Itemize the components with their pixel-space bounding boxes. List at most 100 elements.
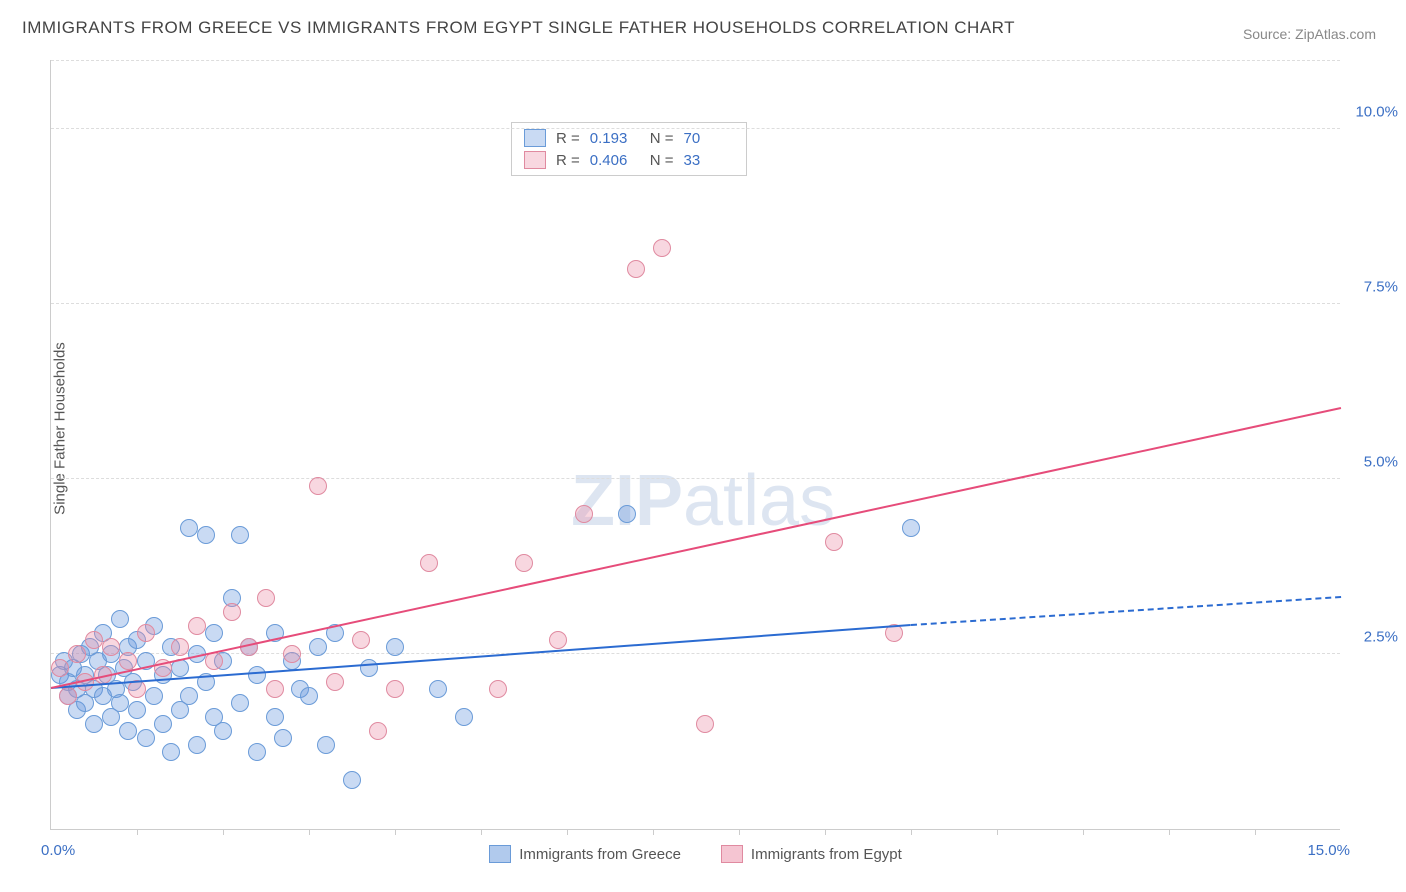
data-point	[231, 694, 249, 712]
series-legend: Immigrants from Greece Immigrants from E…	[51, 845, 1340, 863]
data-point	[343, 771, 361, 789]
watermark: ZIPatlas	[571, 460, 835, 542]
n-label: N =	[650, 152, 674, 169]
data-point	[549, 631, 567, 649]
x-minor-tick	[137, 829, 138, 835]
data-point	[119, 652, 137, 670]
source-label: Source: ZipAtlas.com	[1243, 26, 1376, 42]
data-point	[119, 722, 137, 740]
data-point	[68, 645, 86, 663]
data-point	[317, 736, 335, 754]
n-label: N =	[650, 130, 674, 147]
r-value: 0.193	[590, 130, 640, 147]
x-minor-tick	[825, 829, 826, 835]
data-point	[162, 743, 180, 761]
legend-item: Immigrants from Greece	[489, 845, 681, 863]
data-point	[197, 526, 215, 544]
data-point	[575, 505, 593, 523]
watermark-rest: atlas	[683, 461, 835, 541]
legend-row: R = 0.193 N = 70	[524, 127, 734, 149]
data-point	[420, 554, 438, 572]
data-point	[188, 736, 206, 754]
x-minor-tick	[911, 829, 912, 835]
gridline	[51, 478, 1340, 479]
legend-item: Immigrants from Egypt	[721, 845, 902, 863]
data-point	[455, 708, 473, 726]
data-point	[283, 645, 301, 663]
x-minor-tick	[567, 829, 568, 835]
legend-label: Immigrants from Greece	[519, 846, 681, 863]
data-point	[85, 631, 103, 649]
r-label: R =	[556, 152, 580, 169]
x-minor-tick	[1083, 829, 1084, 835]
trend-line	[51, 407, 1341, 689]
r-label: R =	[556, 130, 580, 147]
data-point	[902, 519, 920, 537]
data-point	[369, 722, 387, 740]
x-minor-tick	[223, 829, 224, 835]
data-point	[59, 687, 77, 705]
data-point	[51, 659, 69, 677]
x-minor-tick	[481, 829, 482, 835]
data-point	[145, 687, 163, 705]
swatch-icon	[489, 845, 511, 863]
data-point	[231, 526, 249, 544]
x-minor-tick	[997, 829, 998, 835]
data-point	[266, 680, 284, 698]
data-point	[618, 505, 636, 523]
x-minor-tick	[1169, 829, 1170, 835]
data-point	[102, 638, 120, 656]
data-point	[180, 519, 198, 537]
data-point	[266, 708, 284, 726]
data-point	[111, 610, 129, 628]
chart-title: IMMIGRANTS FROM GREECE VS IMMIGRANTS FRO…	[22, 18, 1015, 38]
data-point	[386, 638, 404, 656]
x-minor-tick	[1255, 829, 1256, 835]
gridline	[51, 60, 1340, 61]
watermark-bold: ZIP	[571, 461, 683, 541]
data-point	[360, 659, 378, 677]
data-point	[128, 701, 146, 719]
data-point	[825, 533, 843, 551]
chart-plot-area: ZIPatlas 0.0% 15.0% R = 0.193 N = 70 R =…	[50, 60, 1340, 830]
trend-line	[911, 596, 1341, 626]
data-point	[137, 624, 155, 642]
y-tick-label: 10.0%	[1355, 104, 1398, 121]
data-point	[223, 603, 241, 621]
data-point	[137, 729, 155, 747]
data-point	[696, 715, 714, 733]
data-point	[248, 743, 266, 761]
y-tick-label: 5.0%	[1364, 454, 1398, 471]
data-point	[326, 673, 344, 691]
data-point	[274, 729, 292, 747]
data-point	[180, 687, 198, 705]
trend-line	[51, 624, 911, 689]
data-point	[85, 715, 103, 733]
y-tick-label: 2.5%	[1364, 629, 1398, 646]
data-point	[188, 617, 206, 635]
swatch-icon	[524, 129, 546, 147]
legend-label: Immigrants from Egypt	[751, 846, 902, 863]
data-point	[300, 687, 318, 705]
gridline	[51, 303, 1340, 304]
correlation-legend: R = 0.193 N = 70 R = 0.406 N = 33	[511, 122, 747, 176]
data-point	[429, 680, 447, 698]
gridline	[51, 128, 1340, 129]
x-minor-tick	[739, 829, 740, 835]
data-point	[515, 554, 533, 572]
data-point	[489, 680, 507, 698]
n-value: 70	[684, 130, 734, 147]
data-point	[248, 666, 266, 684]
data-point	[653, 239, 671, 257]
data-point	[111, 694, 129, 712]
data-point	[214, 722, 232, 740]
swatch-icon	[524, 151, 546, 169]
n-value: 33	[684, 152, 734, 169]
data-point	[627, 260, 645, 278]
data-point	[171, 638, 189, 656]
data-point	[386, 680, 404, 698]
x-minor-tick	[653, 829, 654, 835]
legend-row: R = 0.406 N = 33	[524, 149, 734, 171]
data-point	[309, 638, 327, 656]
swatch-icon	[721, 845, 743, 863]
